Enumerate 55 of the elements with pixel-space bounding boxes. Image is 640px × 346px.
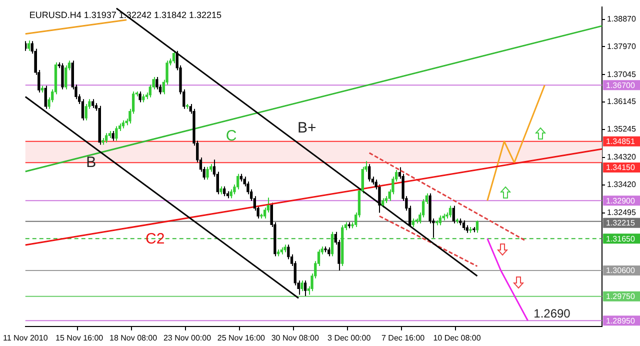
ref-line-label: 1.30600 — [606, 266, 636, 276]
series-label: C — [226, 128, 237, 145]
ref-line-label: 1.32215 — [606, 218, 636, 228]
y-tick-label: 1.36145 — [607, 97, 636, 106]
candlestick — [438, 215, 442, 226]
x-tick-label: 10 Dec 08:00 — [433, 333, 482, 342]
candlestick — [112, 130, 114, 142]
candlestick — [115, 126, 118, 142]
candlestick — [64, 64, 68, 90]
candlestick — [368, 164, 371, 182]
ref-line-label: 1.34150 — [606, 163, 636, 172]
x-tick-label: 25 Nov 16:00 — [217, 333, 266, 342]
candlestick — [330, 231, 334, 257]
candlestick — [236, 173, 240, 190]
y-tick-label: 1.32495 — [607, 208, 636, 218]
ref-line-label: 1.36700 — [606, 80, 636, 90]
x-tick-label: 30 Nov 08:00 — [271, 333, 320, 342]
series-label: C2 — [146, 230, 165, 248]
series-label: B+ — [297, 119, 316, 136]
y-tick-label: 1.34320 — [607, 152, 636, 162]
candlestick — [61, 62, 64, 90]
x-tick-label: 23 Nov 00:00 — [163, 333, 212, 342]
candlestick — [27, 40, 30, 52]
ref-line-label: 1.29750 — [606, 292, 636, 302]
ref-line-label: 1.31650 — [606, 234, 636, 244]
y-tick-label: 1.37045 — [607, 70, 636, 79]
candlestick — [81, 98, 84, 121]
candlestick — [138, 91, 142, 103]
candlestick — [44, 85, 47, 110]
x-tick-label: 3 Dec 00:00 — [328, 333, 372, 342]
ref-line-label: 1.32900 — [606, 196, 636, 206]
x-tick-label: 18 Nov 08:00 — [109, 333, 158, 342]
candlestick — [104, 132, 108, 144]
annotation: 1.2690 — [534, 306, 571, 321]
candlestick — [462, 220, 466, 231]
candlestick — [476, 220, 479, 234]
ref-line-label: 1.28950 — [606, 316, 636, 326]
candlestick — [448, 205, 452, 218]
y-tick-label: 1.38870 — [607, 14, 636, 24]
x-tick-label: 7 Dec 16:00 — [381, 333, 426, 342]
ref-line-label: 1.34851 — [606, 137, 636, 146]
y-tick-label: 1.35245 — [607, 124, 636, 134]
candlestick — [172, 50, 176, 64]
candlestick — [223, 186, 226, 197]
candlestick — [300, 280, 304, 292]
candlestick — [452, 205, 455, 224]
candlestick — [304, 280, 307, 297]
candlestick — [206, 166, 209, 180]
y-tick-label: 1.33420 — [607, 180, 636, 190]
x-tick-label: 15 Nov 16:00 — [56, 333, 104, 342]
candlestick — [287, 244, 290, 260]
y-tick-label: 1.37970 — [607, 42, 636, 51]
candlestick — [156, 76, 158, 90]
x-tick-label: 11 Nov 2010 — [2, 333, 48, 342]
candlestick — [263, 207, 266, 220]
